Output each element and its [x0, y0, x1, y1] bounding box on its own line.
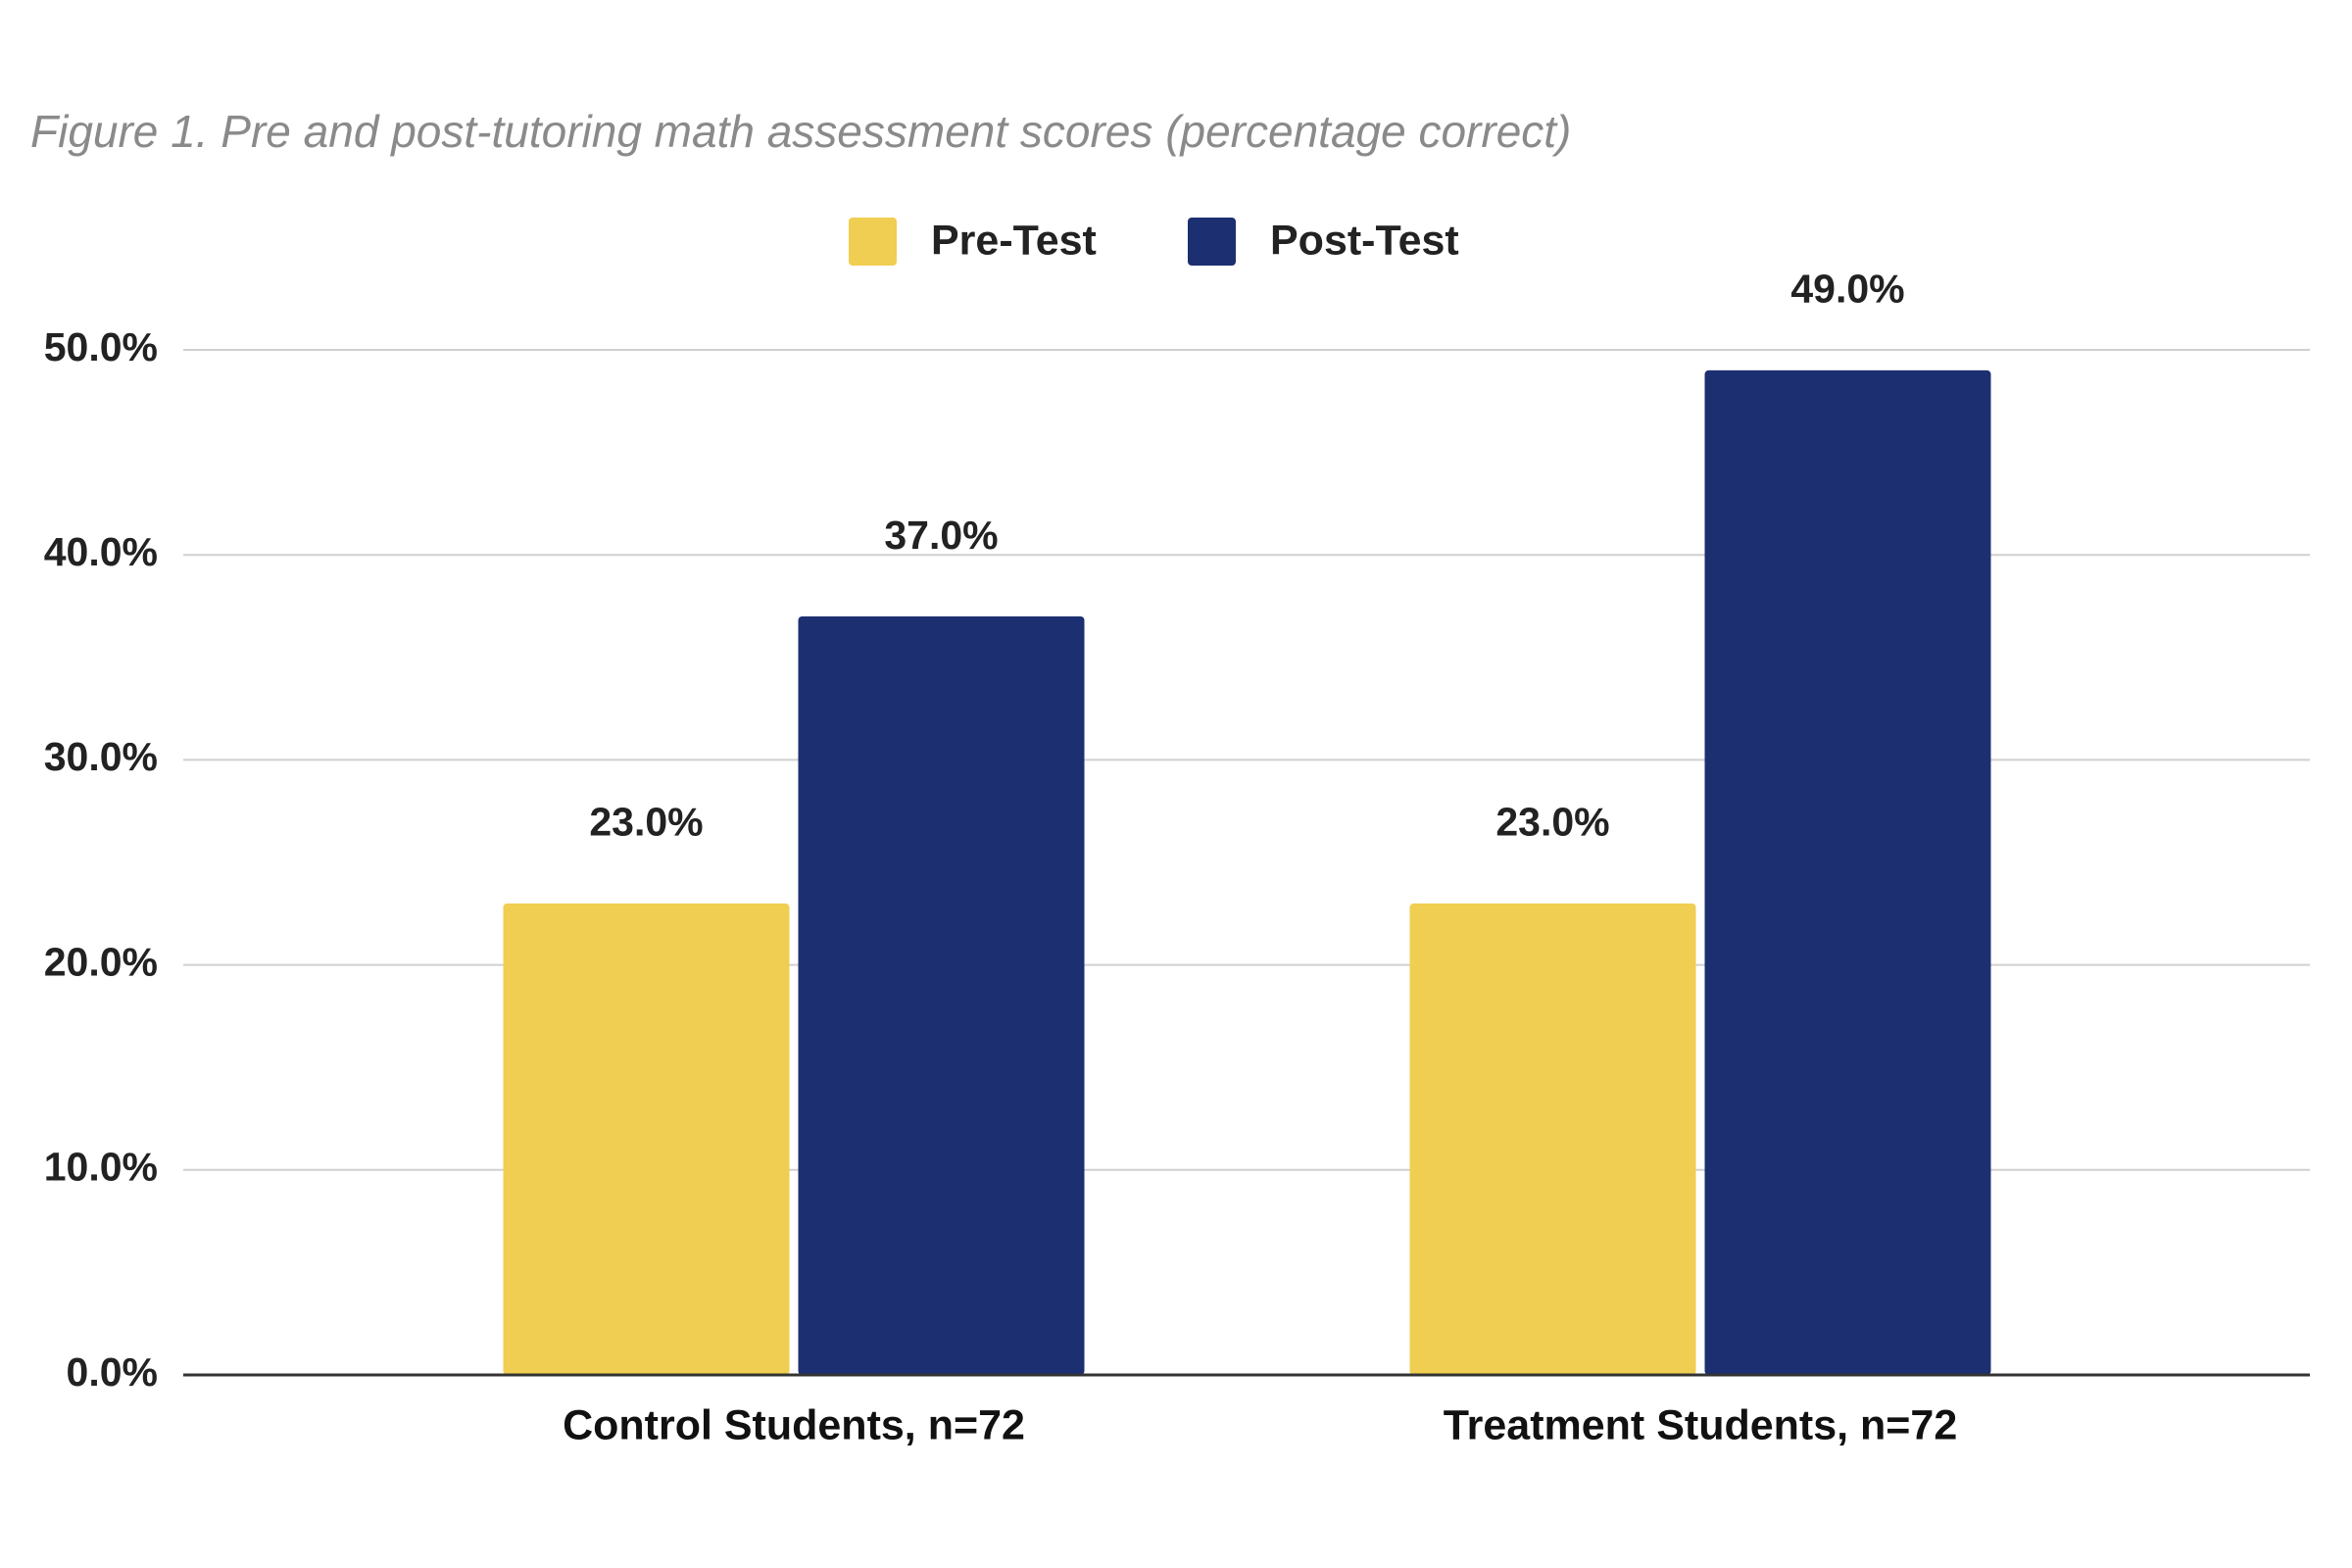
chart-title: Figure 1. Pre and post-tutoring math ass…: [30, 106, 1571, 157]
y-tick-label: 0.0%: [67, 1349, 158, 1395]
legend-label: Post-Test: [1270, 217, 1459, 264]
bar: [798, 615, 1085, 1375]
legend-label: Pre-Test: [931, 217, 1097, 264]
x-tick-label: Treatment Students, n=72: [1444, 1401, 1958, 1448]
y-tick-label: 20.0%: [44, 939, 158, 984]
y-tick-label: 30.0%: [44, 734, 158, 779]
y-tick-label: 40.0%: [44, 529, 158, 574]
y-tick-label: 50.0%: [44, 324, 158, 369]
value-label: 37.0%: [884, 513, 998, 558]
legend-swatch: [849, 218, 897, 266]
y-tick-label: 10.0%: [44, 1145, 158, 1190]
bar: [1704, 369, 1991, 1375]
value-label: 23.0%: [1495, 800, 1609, 845]
value-label: 23.0%: [589, 800, 703, 845]
bar: [1409, 903, 1696, 1375]
value-label: 49.0%: [1790, 267, 1904, 312]
legend-swatch: [1188, 218, 1236, 266]
x-tick-label: Control Students, n=72: [563, 1401, 1025, 1448]
bar: [503, 903, 790, 1375]
